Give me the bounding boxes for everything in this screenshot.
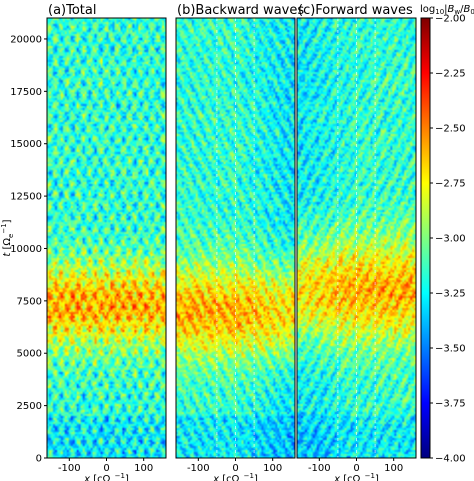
panel-title: (c)Forward waves xyxy=(298,3,413,18)
panel-title: (a)Total xyxy=(48,3,96,18)
x-axis-label: x [cΩe−1] xyxy=(212,472,258,481)
colorbar-tick-label: −2.00 xyxy=(435,14,466,25)
y-axis-labels: t [Ωe−1] xyxy=(0,219,15,256)
y-tick-label: 17500 xyxy=(10,87,42,98)
x-tick-label: 100 xyxy=(134,463,153,474)
x-tick-label: 0 xyxy=(353,463,359,474)
colorbar-tick-label: −3.75 xyxy=(435,399,466,410)
x-tick-label: -100 xyxy=(308,463,331,474)
colorbar-tick-label: −4.00 xyxy=(435,454,466,465)
y-tick-label: 15000 xyxy=(10,139,42,150)
colorbar-tick-label: −3.25 xyxy=(435,289,466,300)
x-tick-label: -100 xyxy=(58,463,81,474)
x-tick-label: 100 xyxy=(263,463,282,474)
y-tick-label: 7500 xyxy=(17,296,42,307)
x-tick-label: 100 xyxy=(384,463,403,474)
x-tick-label: 0 xyxy=(103,463,109,474)
colorbar-tick-label: −2.50 xyxy=(435,124,466,135)
y-tick-label: 2500 xyxy=(17,401,42,412)
colorbar: −2.00 −2.25 −2.50 −2.75 −3.00 −3.25 −3.50 −3.75… xyxy=(420,4,474,465)
colorbar-bar xyxy=(420,17,431,459)
colorbar-label: log10|Bw/B0 xyxy=(420,4,474,16)
x-tick-label: -100 xyxy=(187,463,210,474)
y-tick-label: 5000 xyxy=(17,349,42,360)
y-tick-label: 12500 xyxy=(10,192,42,203)
x-axis-label: x [cΩe−1] xyxy=(333,472,379,481)
x-tick-label: 0 xyxy=(232,463,238,474)
colorbar-tick-label: −3.00 xyxy=(435,234,466,245)
y-axis-label: t [Ωe−1] xyxy=(0,219,15,256)
y-tick-label: 0 xyxy=(36,454,42,465)
y-tick-label: 10000 xyxy=(10,244,42,255)
heatmap-image xyxy=(47,18,166,458)
colorbar-tick-label: −3.50 xyxy=(435,344,466,355)
panel-c: (c)Forward waves -100 0 100 x [cΩe−1] xyxy=(296,3,417,481)
colorbar-tick-label: −2.25 xyxy=(435,69,466,80)
panel-title: (b)Backward waves xyxy=(177,3,304,18)
panel-b: (b)Backward waves -100 0 100 x [cΩe−1] xyxy=(175,3,304,481)
y-tick-label: 20000 xyxy=(10,34,42,45)
x-axis-label: x [cΩe−1] xyxy=(83,472,129,481)
colorbar-tick-label: −2.75 xyxy=(435,179,466,190)
